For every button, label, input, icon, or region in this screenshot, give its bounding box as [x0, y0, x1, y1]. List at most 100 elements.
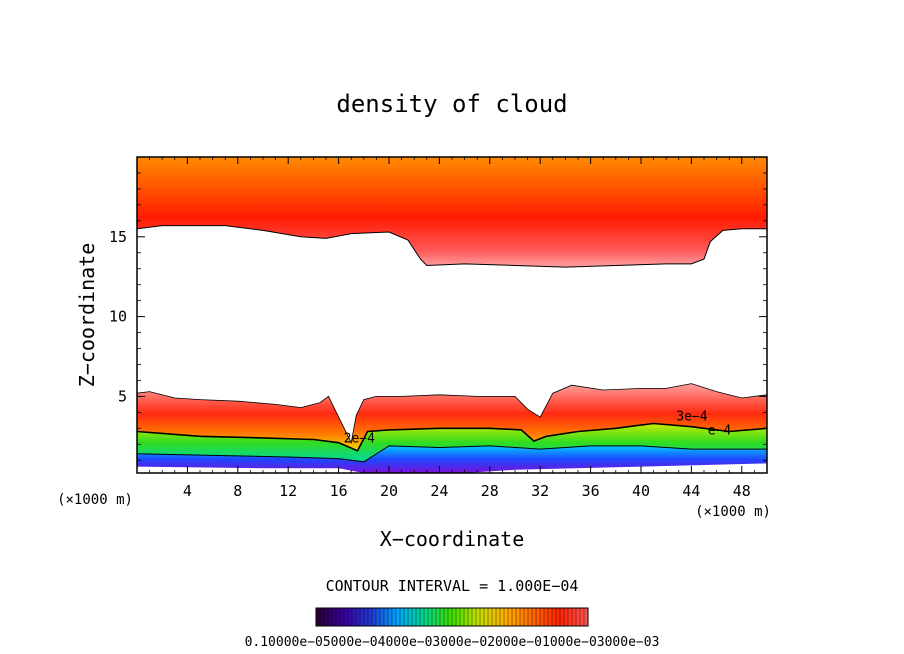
colorbar-swatch — [316, 608, 321, 626]
lower-cloud-blue-layer — [137, 445, 767, 473]
colorbar-swatch — [536, 608, 541, 626]
lower-cloud-warm-layer — [137, 383, 767, 451]
y-axis: 5 10 15 — [109, 172, 767, 461]
colorbar-swatch — [512, 608, 517, 626]
colorbar-swatch — [344, 608, 349, 626]
colorbar-swatch — [412, 608, 417, 626]
x-tick-label-28: 28 — [481, 482, 499, 500]
x-axis: 4 8 12 16 20 24 28 32 36 40 44 48 — [149, 157, 755, 500]
colorbar-swatch — [384, 608, 389, 626]
x-tick-label-20: 20 — [380, 482, 398, 500]
colorbar-swatch — [552, 608, 557, 626]
y-tick-label-15: 15 — [109, 228, 127, 246]
colorbar-swatch — [388, 608, 393, 626]
colorbar-swatch — [408, 608, 413, 626]
colorbar-swatch — [416, 608, 421, 626]
colorbar-labels: 0.10000e−05000e−04000e−03000e−02000e−010… — [245, 635, 660, 650]
contour-interval-label: CONTOUR INTERVAL = 1.000E−04 — [326, 577, 579, 595]
colorbar-swatch — [400, 608, 405, 626]
x-tick-label-4: 4 — [183, 482, 192, 500]
x-tick-label-32: 32 — [531, 482, 549, 500]
colorbar-swatch — [564, 608, 569, 626]
colorbar-swatch — [500, 608, 505, 626]
x-tick-label-44: 44 — [682, 482, 700, 500]
colorbar-swatch — [420, 608, 425, 626]
colorbar-swatch — [580, 608, 585, 626]
colorbar-swatch — [472, 608, 477, 626]
colorbar-swatch — [572, 608, 577, 626]
contour-line-2e-4 — [137, 422, 767, 452]
x-tick-label-12: 12 — [279, 482, 297, 500]
contour-label-0: 2e−4 — [344, 432, 375, 447]
x-tick-label-16: 16 — [330, 482, 348, 500]
colorbar-swatch — [504, 608, 509, 626]
colorbar-swatch — [404, 608, 409, 626]
colorbar-swatch — [556, 608, 561, 626]
colorbar-swatch — [488, 608, 493, 626]
colorbar-swatch — [356, 608, 361, 626]
plot-area: 2e−4 3e−4e−4 — [137, 157, 767, 473]
colorbar-swatch — [368, 608, 373, 626]
colorbar-swatch — [348, 608, 353, 626]
colorbar-swatch — [524, 608, 529, 626]
colorbar-swatch — [424, 608, 429, 626]
colorbar-swatch — [376, 608, 381, 626]
colorbar-swatch — [380, 608, 385, 626]
colorbar-swatch — [548, 608, 553, 626]
colorbar-swatch — [576, 608, 581, 626]
contour-label-1: 3e−4 — [676, 409, 707, 424]
colorbar-swatch — [320, 608, 325, 626]
x-tick-label-48: 48 — [733, 482, 751, 500]
colorbar-swatch — [480, 608, 485, 626]
colorbar-swatch — [392, 608, 397, 626]
colorbar-swatch — [332, 608, 337, 626]
colorbar-swatch — [444, 608, 449, 626]
contour-line-1e-4 — [137, 445, 767, 463]
colorbar-swatch — [336, 608, 341, 626]
colorbar-swatch — [328, 608, 333, 626]
colorbar-swatch — [568, 608, 573, 626]
upper-cloud-contour — [137, 225, 767, 268]
colorbar-swatch — [496, 608, 501, 626]
colorbar-swatch — [532, 608, 537, 626]
lower-cloud-top-contour — [137, 383, 767, 444]
colorbar-swatch — [428, 608, 433, 626]
x-tick-label-40: 40 — [632, 482, 650, 500]
colorbar-swatch — [360, 608, 365, 626]
colorbar-swatch — [432, 608, 437, 626]
colorbar — [315, 607, 589, 627]
colorbar-swatch — [396, 608, 401, 626]
colorbar-swatch — [372, 608, 377, 626]
colorbar-swatch — [324, 608, 329, 626]
x-tick-label-8: 8 — [233, 482, 242, 500]
colorbar-swatch — [452, 608, 457, 626]
colorbar-swatch — [364, 608, 369, 626]
colorbar-swatch — [484, 608, 489, 626]
colorbar-swatch — [584, 608, 589, 626]
y-tick-label-5: 5 — [118, 387, 127, 405]
colorbar-swatch — [492, 608, 497, 626]
colorbar-swatch — [528, 608, 533, 626]
y-tick-label-10: 10 — [109, 308, 127, 326]
colorbar-swatch — [352, 608, 357, 626]
colorbar-swatch — [440, 608, 445, 626]
y-axis-label: Z−coordinate — [75, 243, 99, 388]
lower-cloud-green-layer — [137, 423, 767, 462]
colorbar-swatch — [436, 608, 441, 626]
x-unit-label-right: (×1000 m) — [695, 504, 771, 520]
colorbar-swatch — [560, 608, 565, 626]
colorbar-swatch — [476, 608, 481, 626]
x-tick-label-36: 36 — [582, 482, 600, 500]
colorbar-swatch — [448, 608, 453, 626]
contour-label-2: e−4 — [708, 424, 732, 439]
chart-title: density of cloud — [336, 90, 567, 118]
colorbar-swatch — [456, 608, 461, 626]
x-unit-label-left: (×1000 m) — [57, 492, 133, 508]
colorbar-swatch — [468, 608, 473, 626]
colorbar-swatch — [508, 608, 513, 626]
colorbar-swatch — [340, 608, 345, 626]
x-tick-label-24: 24 — [430, 482, 448, 500]
colorbar-swatch — [520, 608, 525, 626]
